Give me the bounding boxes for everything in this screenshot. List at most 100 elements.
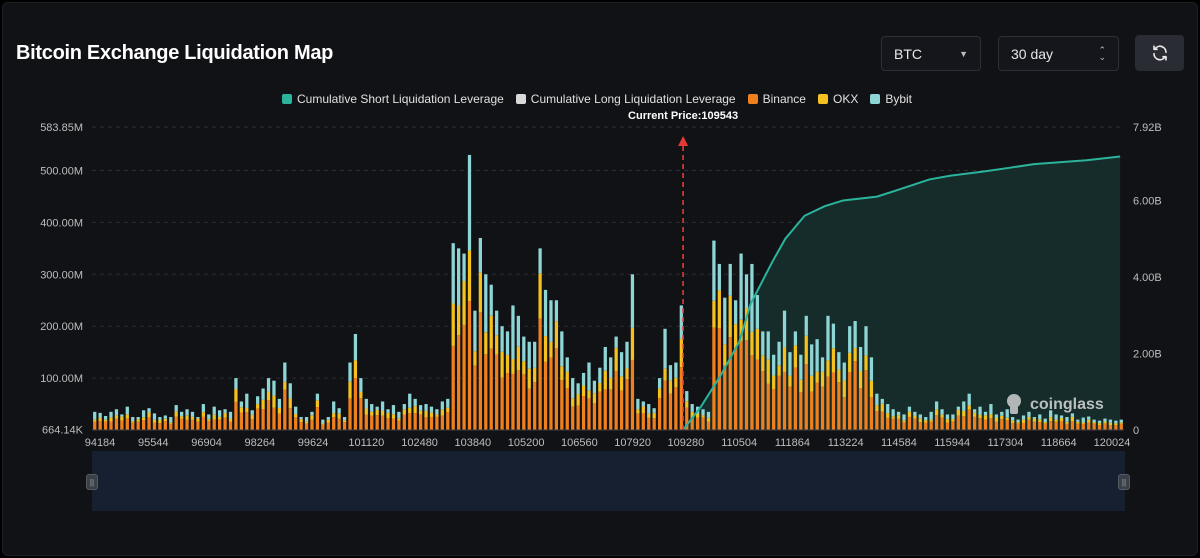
binance-bar (315, 407, 320, 430)
bybit-bar (1065, 417, 1069, 422)
binance-bar (277, 413, 282, 430)
bybit-bar (609, 357, 613, 378)
cumulative-short-line (682, 155, 1121, 431)
binance-bar (1065, 423, 1069, 430)
bybit-bar (299, 417, 303, 420)
binance-bar (625, 379, 629, 430)
bybit-bar (543, 289, 548, 337)
okx-bar (598, 382, 602, 392)
binance-bar (131, 422, 135, 430)
okx-bar (375, 409, 379, 416)
bybit-bar (179, 411, 184, 417)
slider-left-handle[interactable]: || (86, 474, 98, 490)
binance-bar (609, 389, 613, 430)
okx-bar (370, 411, 374, 416)
okx-bar (614, 347, 618, 371)
slider-right-handle[interactable]: || (1118, 474, 1130, 490)
bybit-bar (750, 263, 754, 332)
bybit-bar (717, 263, 721, 291)
period-select[interactable]: 30 day ⌃ ⌄ (998, 36, 1119, 71)
okx-bar (98, 417, 102, 422)
okx-bar (848, 352, 852, 372)
binance-bar (93, 421, 97, 430)
bybit-bar (294, 406, 298, 415)
okx-bar (533, 367, 537, 383)
okx-bar (576, 393, 580, 406)
legend-item[interactable]: Bybit (870, 92, 912, 106)
binance-bar (619, 390, 624, 430)
binance-bar (103, 421, 108, 430)
bybit-bar (386, 409, 390, 413)
binance-bar (549, 357, 553, 430)
binance-bar (1097, 425, 1102, 430)
bybit-bar (565, 357, 569, 372)
okx-bar (728, 295, 732, 338)
okx-bar (500, 351, 504, 378)
okx-bar (326, 419, 330, 423)
coinglass-logo-icon (1007, 394, 1021, 414)
x-tick-label: 110504 (721, 437, 757, 449)
binance-bar (174, 416, 178, 430)
bybit-bar (109, 411, 113, 418)
binance-bar (994, 421, 998, 430)
bybit-bar (185, 409, 189, 416)
bybit-bar (858, 346, 863, 372)
bybit-bar (370, 404, 374, 412)
bybit-bar (663, 328, 667, 369)
okx-bar (342, 420, 347, 423)
okx-bar (489, 315, 493, 349)
legend-item[interactable]: Cumulative Long Liquidation Leverage (515, 92, 736, 106)
bybit-bar (761, 331, 765, 356)
bybit-bar (603, 346, 607, 371)
binance-bar (587, 398, 591, 430)
y-right-tick-label: 2.00B (1133, 348, 1162, 360)
binance-bar (402, 414, 406, 430)
bybit-bar (190, 411, 195, 417)
okx-bar (364, 408, 368, 415)
binance-bar (310, 419, 314, 430)
zoom-slider[interactable] (92, 451, 1125, 511)
legend-item[interactable]: Cumulative Short Liquidation Leverage (282, 92, 504, 106)
bybit-bar (223, 409, 227, 413)
binance-bar (734, 348, 738, 430)
x-tick-label: 107920 (614, 437, 651, 449)
okx-bar (266, 391, 271, 401)
bybit-bar (1021, 415, 1026, 420)
okx-bar (163, 418, 167, 422)
binance-bar (288, 408, 292, 430)
bybit-bar (744, 274, 749, 309)
legend-item[interactable]: OKX (817, 92, 858, 106)
bybit-bar (1108, 419, 1113, 423)
binance-bar (864, 370, 868, 430)
refresh-button[interactable] (1135, 35, 1184, 71)
okx-bar (440, 409, 444, 416)
x-tick-label: 113224 (828, 437, 864, 449)
okx-bar (571, 398, 575, 407)
bybit-bar (907, 406, 912, 412)
okx-bar (391, 414, 396, 419)
bybit-bar (641, 401, 645, 407)
current-price-label: Current Price:109543 (628, 110, 738, 122)
refresh-icon (1152, 45, 1167, 61)
bybit-bar (103, 415, 108, 420)
okx-bar (261, 399, 265, 410)
okx-bar (750, 331, 754, 356)
binance-bar (440, 415, 444, 430)
okx-bar (820, 371, 825, 387)
binance-bar (788, 386, 792, 430)
legend-item[interactable]: Binance (747, 92, 806, 106)
okx-bar (913, 415, 917, 419)
bybit-bar (93, 411, 97, 420)
bybit-bar (706, 411, 711, 418)
asset-select[interactable]: BTC ▼ (881, 36, 981, 71)
binance-bar (761, 371, 765, 430)
bybit-bar (1005, 409, 1009, 418)
binance-bar (196, 421, 200, 430)
bybit-bar (228, 411, 233, 419)
binance-bar (1070, 421, 1075, 430)
okx-bar (239, 407, 243, 413)
binance-bar (934, 415, 939, 430)
binance-bar (598, 391, 602, 430)
okx-bar (283, 381, 287, 390)
okx-bar (630, 327, 635, 360)
